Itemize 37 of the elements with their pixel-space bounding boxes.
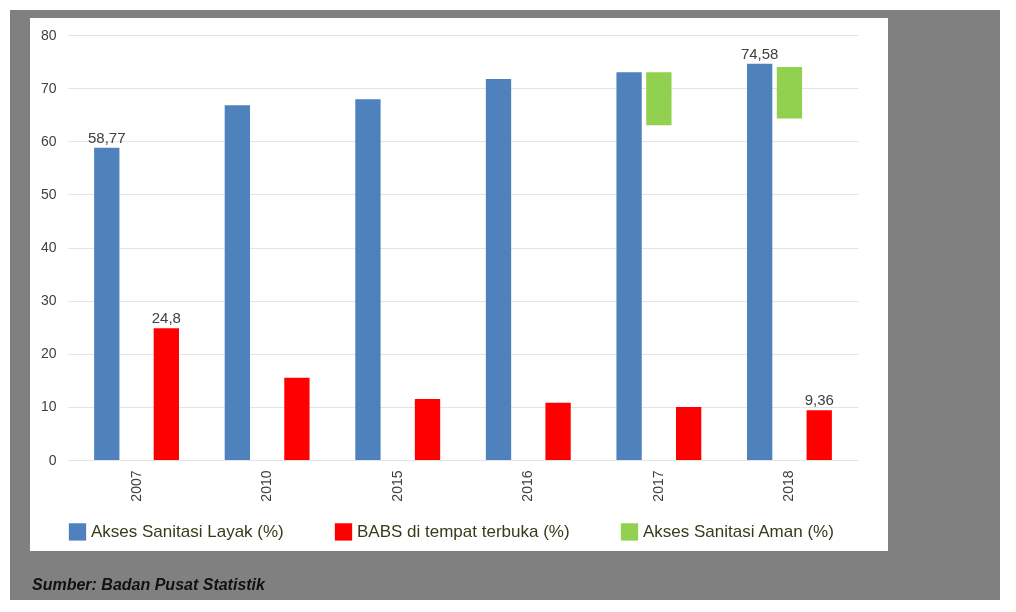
- bar: [646, 72, 672, 126]
- x-tick-label: 2007: [127, 470, 144, 502]
- data-label: 58,77: [88, 128, 126, 146]
- bar: [545, 402, 571, 460]
- bar: [355, 99, 381, 460]
- y-tick-label: 10: [40, 398, 57, 415]
- x-tick-label: 2010: [258, 470, 275, 502]
- bar: [747, 63, 773, 460]
- data-label: 24,8: [151, 309, 181, 327]
- y-tick-label: 70: [40, 79, 57, 96]
- y-tick-label: 60: [40, 132, 57, 149]
- bar: [414, 398, 441, 460]
- y-tick-label: 20: [40, 345, 57, 362]
- y-tick-label: 80: [40, 26, 57, 43]
- bar: [616, 72, 642, 460]
- legend-label: Akses Sanitasi Aman (%): [643, 521, 834, 541]
- y-tick-label: 40: [40, 239, 57, 255]
- y-tick-label: 30: [40, 292, 57, 309]
- x-tick-label: 2017: [649, 470, 666, 502]
- data-label: 9,36: [804, 391, 834, 409]
- bar: [94, 147, 120, 460]
- bar: [284, 377, 310, 460]
- bar: [675, 406, 702, 460]
- y-tick-label: 0: [48, 451, 57, 468]
- bar: [485, 79, 512, 460]
- legend-label: Akses Sanitasi Layak (%): [91, 521, 284, 541]
- x-tick-label: 2015: [388, 470, 405, 502]
- text: Sumber: Badan Pusat Statistik: [32, 576, 265, 594]
- bar: [806, 410, 832, 460]
- data-label: 74,58: [740, 44, 779, 62]
- x-tick-label: 2016: [519, 470, 536, 502]
- y-tick-label: 50: [40, 185, 57, 202]
- x-tick-label: 2018: [780, 470, 797, 502]
- legend-label: BABS di tempat terbuka (%): [357, 521, 570, 541]
- bar: [153, 328, 179, 460]
- bar: [776, 66, 803, 119]
- bar: [224, 105, 251, 460]
